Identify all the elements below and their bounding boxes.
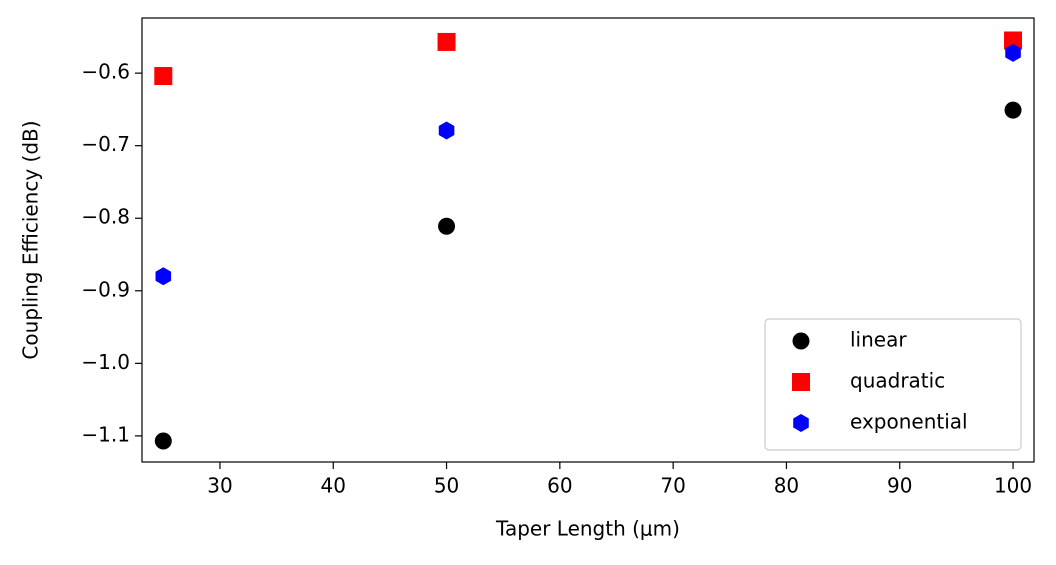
x-tick-label: 80 xyxy=(774,474,799,498)
legend-marker xyxy=(792,332,810,350)
point xyxy=(1004,31,1023,50)
y-tick-label: −0.7 xyxy=(81,132,130,156)
legend-label: exponential xyxy=(850,410,968,434)
plot-frame xyxy=(141,17,1035,463)
point xyxy=(154,67,173,86)
y-tick-label: −0.9 xyxy=(81,277,130,301)
legend-box xyxy=(764,318,1022,451)
x-tick-label: 50 xyxy=(434,474,459,498)
point xyxy=(1005,43,1021,62)
y-tick-label: −0.8 xyxy=(81,205,130,229)
legend-marker xyxy=(793,414,809,432)
x-tick-label: 30 xyxy=(207,474,232,498)
y-tick-label: −1.0 xyxy=(81,350,130,374)
legend-label: linear xyxy=(850,328,907,352)
point xyxy=(438,217,456,235)
legend-marker xyxy=(792,373,810,391)
x-tick-label: 90 xyxy=(887,474,912,498)
point xyxy=(1004,101,1022,119)
y-tick-label: −0.6 xyxy=(81,60,130,84)
y-tick-label: −1.1 xyxy=(81,422,130,446)
x-tick-label: 70 xyxy=(660,474,685,498)
x-tick-label: 40 xyxy=(321,474,346,498)
x-tick-label: 100 xyxy=(994,474,1032,498)
point xyxy=(155,267,172,286)
point xyxy=(437,32,456,51)
x-axis-label: Taper Length (μm) xyxy=(495,517,680,541)
point xyxy=(154,432,172,450)
legend-label: quadratic xyxy=(850,369,945,393)
point xyxy=(438,121,455,140)
x-tick-label: 60 xyxy=(547,474,572,498)
y-axis-label: Coupling Efficiency (dB) xyxy=(19,120,43,359)
